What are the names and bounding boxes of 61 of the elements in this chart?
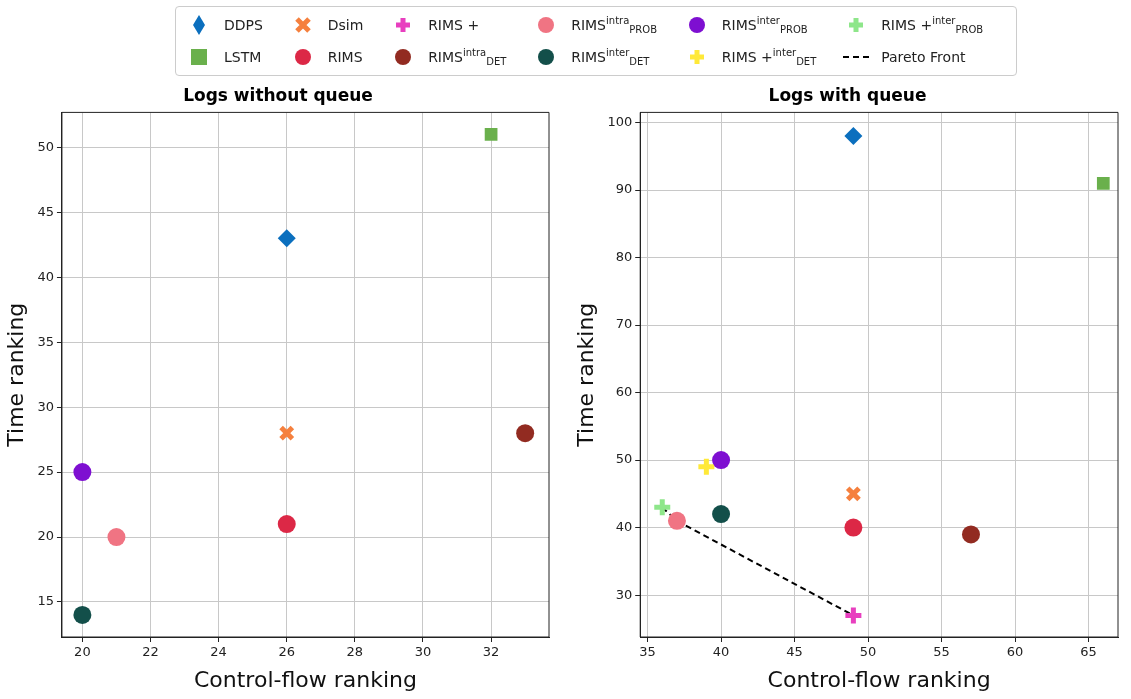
y-tick-label: 90 xyxy=(615,181,633,197)
x-tick-label: 50 xyxy=(859,644,877,660)
y-tick-label: 50 xyxy=(37,138,54,154)
x-tick-label: 55 xyxy=(933,644,950,660)
x-tick-label: 40 xyxy=(712,644,730,660)
point xyxy=(1096,176,1110,190)
point xyxy=(961,525,980,544)
legend-label: DDPS xyxy=(224,17,263,33)
y-tick-label: 30 xyxy=(615,586,633,602)
x-tick-label: 45 xyxy=(786,644,803,660)
point xyxy=(277,515,296,534)
legend-label: Pareto Front xyxy=(881,49,966,65)
legend-label: RIMS xyxy=(327,49,363,65)
x-tick-label: 24 xyxy=(210,644,227,660)
y-tick-label: 80 xyxy=(615,248,633,264)
x-axis-title: Control-flow ranking xyxy=(767,666,991,692)
chart-title: Logs without queue xyxy=(183,84,373,105)
y-tick-label: 35 xyxy=(37,333,54,349)
y-tick-label: 60 xyxy=(615,383,633,399)
x-tick-label: 28 xyxy=(346,644,364,660)
y-axis-title: Time ranking xyxy=(2,302,28,448)
point xyxy=(712,505,731,524)
x-tick-label: 35 xyxy=(639,644,656,660)
y-tick-label: 70 xyxy=(615,316,633,332)
legend-label: LSTM xyxy=(224,49,262,65)
y-tick-label: 100 xyxy=(607,113,633,129)
y-tick-label: 30 xyxy=(37,398,54,414)
x-tick-label: 65 xyxy=(1080,644,1097,660)
x-tick-label: 30 xyxy=(414,644,432,660)
y-tick-label: 25 xyxy=(37,463,54,479)
y-axis-title: Time ranking xyxy=(572,302,598,448)
legend-label: RIMS + xyxy=(428,17,480,33)
point xyxy=(842,604,864,626)
x-tick-label: 60 xyxy=(1006,644,1024,660)
point xyxy=(277,229,296,248)
point xyxy=(844,127,863,146)
x-tick-label: 26 xyxy=(278,644,296,660)
legend-label: Dsim xyxy=(327,17,364,33)
y-tick-label: 20 xyxy=(37,528,54,544)
point xyxy=(695,456,717,478)
x-tick-label: 22 xyxy=(142,644,159,660)
point xyxy=(712,451,731,470)
chart-title: Logs with queue xyxy=(768,84,927,105)
y-tick-label: 40 xyxy=(615,519,633,534)
point xyxy=(667,511,686,530)
point xyxy=(845,485,862,503)
point xyxy=(73,605,92,624)
point xyxy=(73,463,92,482)
x-axis-title: Control-flow ranking xyxy=(193,666,417,692)
y-tick-label: 50 xyxy=(615,451,633,467)
x-tick-label: 32 xyxy=(482,644,500,660)
y-tick-label: 45 xyxy=(37,203,54,219)
point xyxy=(844,518,863,537)
y-tick-label: 40 xyxy=(37,268,54,284)
y-tick-label: 15 xyxy=(37,593,54,609)
x-tick-label: 20 xyxy=(74,644,91,660)
point xyxy=(278,424,295,442)
point xyxy=(516,424,535,443)
point xyxy=(651,496,673,518)
point xyxy=(107,528,126,547)
point xyxy=(484,128,498,141)
